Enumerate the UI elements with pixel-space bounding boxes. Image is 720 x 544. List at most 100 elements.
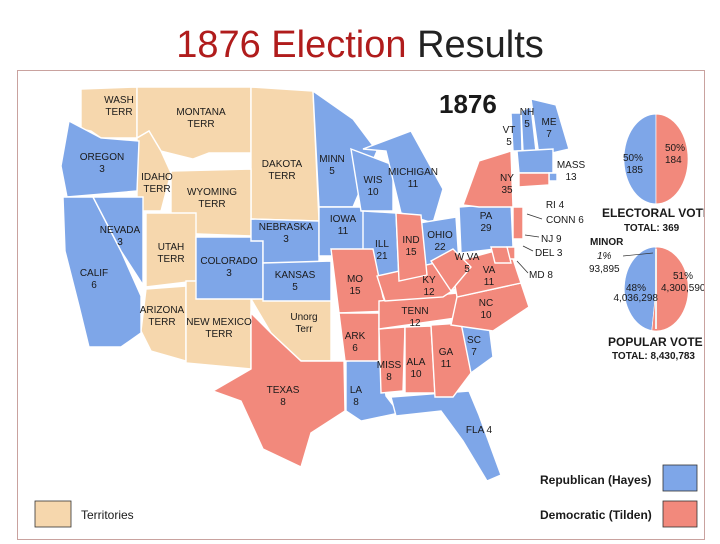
state-label-line: MICHIGAN — [388, 167, 438, 178]
state-label-ri: RI 4 — [546, 200, 565, 211]
state-label-line: COLORADO — [200, 256, 257, 267]
state-dk — [250, 86, 320, 222]
state-label-line: 35 — [501, 185, 513, 196]
state-label-line: ILL — [375, 239, 389, 250]
state-label-line: 5 — [524, 119, 530, 130]
state-label-ar: ARK 6 — [345, 331, 366, 354]
state-label-oh: OHIO 22 — [427, 230, 453, 253]
state-label-wi: WIS 10 — [364, 175, 383, 198]
state-label-il: ILL 21 — [375, 239, 389, 262]
popular-dem-votes: 4,300,590 — [661, 283, 704, 294]
callout-nj: NJ 9 — [541, 234, 562, 245]
state-label-line: 7 — [546, 129, 552, 140]
state-label-line: 3 — [283, 234, 289, 245]
state-label-line: TERR — [268, 171, 295, 182]
state-label-line: IDAHO — [141, 172, 173, 183]
state-label-mt: MONTANA TERR — [176, 107, 226, 130]
state-label-line: NC — [479, 298, 493, 309]
state-label-line: 10 — [480, 310, 492, 321]
state-label-line: 5 — [506, 137, 512, 148]
callout-conn: CONN 6 — [546, 215, 584, 226]
state-label-line: 3 — [226, 268, 232, 279]
state-label-line: 10 — [367, 187, 379, 198]
state-label-line: NEW MEXICO — [186, 317, 252, 328]
state-in — [395, 212, 428, 282]
map-frame: WASH TERR MONTANA TERR DAKOTA TERR IDAHO TERR WY… — [17, 70, 711, 540]
state-label-wy: WYOMING TERR — [187, 187, 237, 210]
state-label-va: VA 11 — [483, 265, 496, 288]
state-label-uo: Unorg Terr — [290, 312, 317, 335]
slide-title: 1876 Election Results — [0, 20, 720, 70]
title-part2: Results — [417, 24, 544, 66]
state-label-tx: TEXAS 8 — [267, 385, 300, 408]
electoral-vote-title: ELECTORAL VOTE — [602, 206, 704, 220]
state-label-line: Unorg — [290, 312, 317, 323]
state-me — [530, 98, 570, 157]
legend: Republican (Hayes) Democratic (Tilden) T… — [34, 464, 698, 528]
state-label-line: ALA — [407, 357, 426, 368]
state-label-line: VA — [483, 265, 496, 276]
state-label-line: 8 — [280, 397, 286, 408]
popular-minor-label: MINOR — [590, 237, 624, 248]
state-label-line: ARK — [345, 331, 366, 342]
callout-md: MD 8 — [529, 270, 553, 281]
state-label-line: 11 — [338, 226, 349, 237]
state-ks — [262, 260, 332, 302]
state-label-line: OREGON — [80, 152, 124, 163]
popular-vote-pie: 48% 4,036,298 51% 4,300,590 — [614, 246, 706, 332]
state-ms — [378, 326, 406, 394]
state-label-line: CALIF — [80, 268, 108, 279]
state-label-line: 5 — [292, 282, 298, 293]
state-label-line: 8 — [386, 372, 392, 383]
state-or — [60, 119, 140, 198]
electoral-dem-slice — [655, 113, 689, 205]
state-label-line: 21 — [376, 251, 388, 262]
state-nv — [91, 196, 144, 288]
state-label-ga: GA 11 — [439, 347, 454, 370]
state-label-sc: SC 7 — [467, 335, 481, 358]
state-label-ny: NY 35 — [500, 173, 514, 196]
state-az — [140, 285, 187, 362]
legend-democratic-label: Democratic (Tilden) — [540, 508, 652, 522]
state-label-line: 12 — [409, 318, 421, 329]
state-label-line: MONTANA — [176, 107, 226, 118]
state-label-line: TEXAS — [267, 385, 300, 396]
state-label-line: FLA 4 — [466, 425, 493, 436]
state-label-line: IND — [402, 235, 419, 246]
state-label-line: ARIZONA — [140, 305, 185, 316]
state-label-line: MINN — [319, 154, 345, 165]
state-fl — [390, 390, 502, 482]
state-label-line: ME — [542, 117, 557, 128]
state-label-line: 10 — [410, 369, 422, 380]
state-label-line: IOWA — [330, 214, 357, 225]
legend-republican-swatch — [662, 464, 698, 492]
electoral-dem-votes: 184 — [665, 155, 682, 166]
state-label-line: 29 — [480, 223, 492, 234]
state-wi — [350, 147, 394, 212]
callout-lines — [516, 213, 543, 274]
state-label-line: 11 — [441, 359, 452, 370]
state-label-me: ME 7 — [542, 117, 557, 140]
state-label-line: VT — [503, 125, 516, 136]
legend-republican-label: Republican (Hayes) — [540, 473, 651, 487]
state-label-line: MASS — [557, 160, 586, 171]
state-label-line: LA — [350, 385, 363, 396]
state-label-ut: UTAH TERR — [157, 242, 184, 265]
state-label-wa: WASH TERR — [104, 95, 134, 118]
state-label-wv: W VA 5 — [455, 252, 480, 275]
state-label-line: NH — [520, 107, 534, 118]
state-label-la: LA 8 — [350, 385, 363, 408]
state-label-line: WASH — [104, 95, 134, 106]
state-label-line: 8 — [353, 397, 359, 408]
state-label-ca: CALIF 6 — [80, 268, 108, 291]
state-label-line: TENN — [401, 306, 428, 317]
state-label-line: MISS — [377, 360, 402, 371]
popular-minor-votes: 93,895 — [589, 264, 620, 275]
state-label-or: OREGON 3 — [80, 152, 124, 175]
state-label-line: TERR — [205, 329, 232, 340]
state-label-line: 12 — [423, 287, 435, 298]
state-nj — [512, 206, 524, 240]
electoral-rep-votes: 185 — [626, 165, 643, 176]
state-label-nc: NC 10 — [479, 298, 493, 321]
